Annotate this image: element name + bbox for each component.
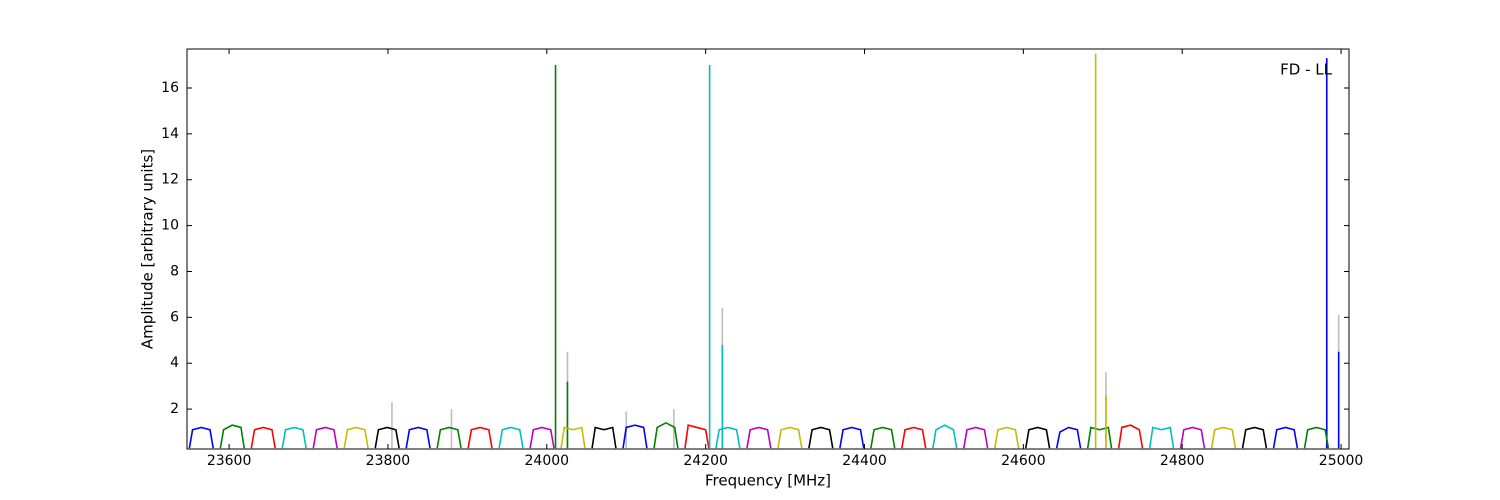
- y-tick-label: 4: [170, 355, 179, 371]
- spectrum-line: [312, 426, 1206, 449]
- spectrum-line: [374, 426, 1268, 449]
- x-tick-label: 24800: [1160, 453, 1205, 469]
- x-axis-label: Frequency [MHz]: [705, 472, 831, 490]
- y-tick-label: 6: [170, 309, 179, 325]
- plot-area: [188, 53, 1340, 449]
- annotation: FD - LL: [1280, 61, 1332, 79]
- y-axis-label: Amplitude [arbitrary units]: [139, 149, 157, 349]
- x-tick-label: 23600: [207, 453, 252, 469]
- spectrum-line: [343, 53, 1237, 449]
- spectrum-line: [219, 65, 1330, 449]
- axes-frame: [186, 48, 1350, 450]
- spectrum-line: [188, 58, 1340, 449]
- y-tick-label: 16: [161, 80, 179, 96]
- y-tick-label: 14: [161, 126, 179, 142]
- spectrum-line: [391, 308, 1340, 449]
- x-tick-label: 23800: [366, 453, 411, 469]
- y-tick-label: 12: [161, 172, 179, 188]
- y-tick-label: 2: [170, 401, 179, 417]
- spectrum-line: [281, 65, 1175, 449]
- x-tick-label: 24000: [525, 453, 570, 469]
- x-tick-label: 24200: [683, 453, 728, 469]
- x-tick-label: 25000: [1319, 453, 1364, 469]
- x-tick-label: 24400: [842, 453, 887, 469]
- y-tick-label: 10: [161, 218, 179, 234]
- x-tick-label: 24600: [1001, 453, 1046, 469]
- spectrum-line: [250, 424, 1144, 449]
- y-tick-label: 8: [170, 263, 179, 279]
